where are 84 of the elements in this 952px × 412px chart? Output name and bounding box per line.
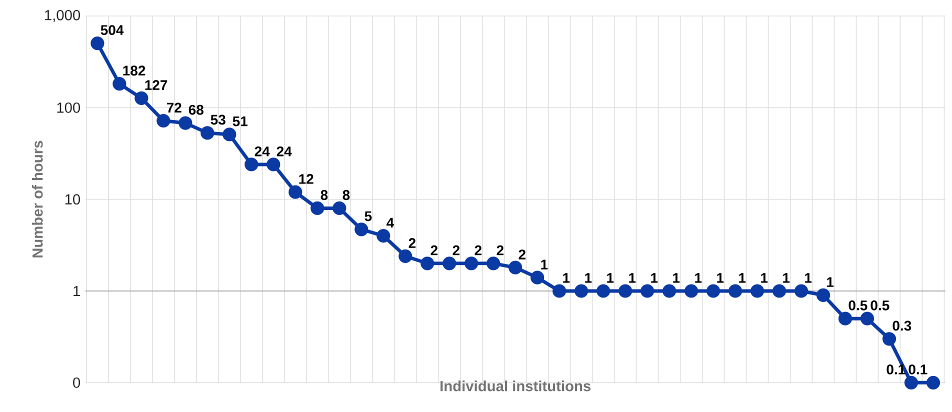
y-tick-label: 100 — [57, 102, 80, 113]
data-label: 1 — [585, 273, 592, 283]
point — [354, 222, 368, 236]
data-label: 2 — [408, 238, 416, 248]
point — [398, 249, 412, 263]
data-label: 1 — [673, 273, 680, 283]
data-label: 1 — [651, 273, 658, 283]
point — [508, 260, 522, 274]
data-label: 2 — [452, 245, 460, 256]
point — [684, 284, 698, 298]
point — [376, 229, 390, 243]
point — [552, 284, 566, 298]
data-label: 1 — [739, 273, 746, 283]
point — [574, 284, 588, 298]
data-label: 72 — [166, 102, 182, 112]
data-label: 1 — [563, 273, 570, 283]
point — [640, 284, 654, 298]
data-label: 24 — [276, 146, 292, 156]
data-label: 0.1 — [908, 364, 928, 374]
point — [266, 158, 280, 172]
point — [772, 284, 786, 298]
point — [332, 201, 346, 216]
data-label: 2 — [518, 250, 526, 260]
point — [596, 284, 610, 298]
data-label: 0.5 — [848, 300, 868, 310]
point — [882, 332, 896, 346]
point — [816, 288, 830, 302]
data-label: 1 — [805, 273, 812, 283]
point — [156, 114, 170, 128]
point — [288, 185, 302, 199]
data-label: 4 — [386, 218, 394, 228]
data-label: 1 — [717, 273, 724, 283]
y-tick-label: 10 — [65, 194, 80, 205]
point — [244, 158, 258, 172]
point — [486, 256, 500, 270]
point — [464, 256, 478, 270]
point — [442, 256, 456, 270]
point — [662, 284, 676, 298]
data-label: 1 — [827, 277, 834, 287]
y-tick-label: 0 — [73, 377, 80, 388]
data-label: 5 — [364, 211, 372, 222]
data-label: 2 — [474, 245, 482, 256]
data-label: 1 — [783, 273, 790, 283]
point — [794, 284, 808, 298]
y-axis-title: Number of hours — [32, 140, 43, 258]
point — [90, 36, 104, 50]
point — [112, 77, 126, 91]
data-label: 1 — [629, 273, 636, 283]
point — [860, 312, 874, 326]
data-label: 2 — [430, 245, 438, 256]
point — [310, 201, 324, 216]
data-label: 504 — [100, 25, 124, 36]
data-label: 0.3 — [892, 320, 912, 331]
x-axis-title: Individual institutions — [440, 380, 591, 392]
data-label: 51 — [232, 116, 248, 126]
y-tick-label: 1,000 — [45, 10, 80, 22]
point — [728, 284, 742, 298]
data-label: 182 — [123, 66, 146, 76]
data-label: 12 — [299, 174, 314, 184]
point — [420, 256, 434, 270]
point — [706, 284, 720, 298]
data-label: 2 — [496, 245, 504, 256]
point — [926, 376, 940, 390]
data-label: 1 — [695, 273, 702, 283]
point — [178, 116, 192, 130]
point — [530, 270, 544, 284]
data-label: 24 — [254, 146, 270, 156]
data-label: 1 — [607, 273, 614, 283]
point — [838, 312, 852, 326]
y-tick-label: 1 — [74, 286, 80, 296]
data-label: 1 — [761, 273, 768, 283]
data-label: 1 — [541, 260, 548, 270]
data-label: 8 — [320, 190, 328, 200]
point — [904, 376, 918, 390]
data-label: 53 — [210, 114, 226, 125]
data-label: 127 — [145, 80, 168, 90]
point — [222, 128, 236, 142]
point — [750, 284, 764, 298]
point — [200, 126, 214, 140]
data-label: 0.5 — [870, 300, 890, 310]
data-label: 8 — [342, 190, 350, 200]
point — [134, 91, 148, 105]
point — [618, 284, 632, 298]
data-label: 68 — [188, 104, 204, 115]
